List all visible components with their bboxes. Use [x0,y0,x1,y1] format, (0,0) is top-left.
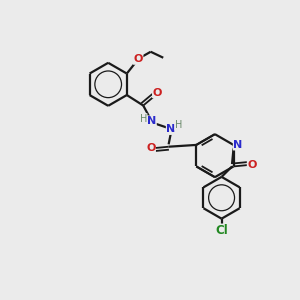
Text: N: N [147,116,156,126]
Text: H: H [175,120,182,130]
Text: O: O [153,88,162,98]
Text: O: O [146,143,155,153]
Text: O: O [248,160,257,170]
Text: O: O [134,54,143,64]
Text: H: H [140,114,147,124]
Text: N: N [233,140,243,150]
Text: Cl: Cl [215,224,228,237]
Text: N: N [167,124,176,134]
